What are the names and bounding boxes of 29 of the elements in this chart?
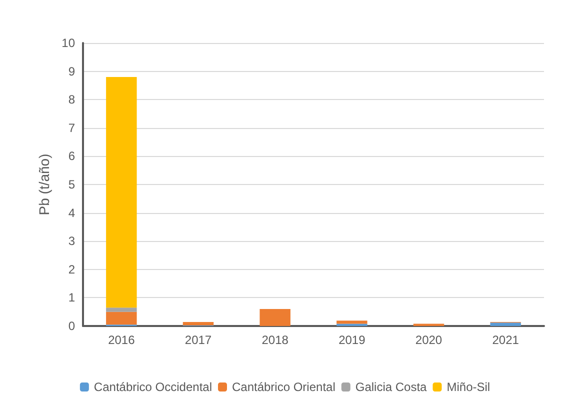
x-tick-label: 2020 [415, 333, 442, 347]
y-tick-label: 7 [68, 120, 76, 135]
y-tick-label: 9 [68, 64, 76, 78]
y-tick-label: 8 [68, 92, 76, 107]
y-tick-label: 6 [68, 149, 76, 164]
x-tick-label: 2016 [108, 333, 136, 347]
bar [490, 322, 521, 326]
bar [106, 308, 137, 312]
y-tick-label: 5 [68, 178, 76, 192]
y-tick-label: 3 [68, 234, 76, 248]
y-tick-label: 0 [68, 319, 76, 333]
bar [182, 322, 214, 326]
x-tick-label: 2018 [262, 333, 289, 347]
y-axis-title: Pb (t/año) [36, 154, 52, 216]
legend-label: Cantábrico Occidental [94, 380, 212, 394]
legend-label: Cantábrico Oriental [232, 380, 336, 394]
y-tick-label: 10 [62, 36, 76, 50]
bar [106, 312, 137, 325]
legend-label: Galicia Costa [355, 380, 428, 394]
bar [106, 76, 137, 308]
x-tick-label: 2017 [184, 333, 212, 347]
legend-label: Miño-Sil [446, 380, 490, 394]
y-tick-label: 1 [68, 290, 76, 305]
y-tick-label: 4 [68, 206, 76, 220]
y-tick-label: 2 [68, 262, 76, 276]
bar [336, 320, 368, 324]
bar [260, 309, 290, 326]
x-tick-label: 2019 [338, 333, 366, 347]
x-tick-label: 2021 [492, 333, 520, 347]
